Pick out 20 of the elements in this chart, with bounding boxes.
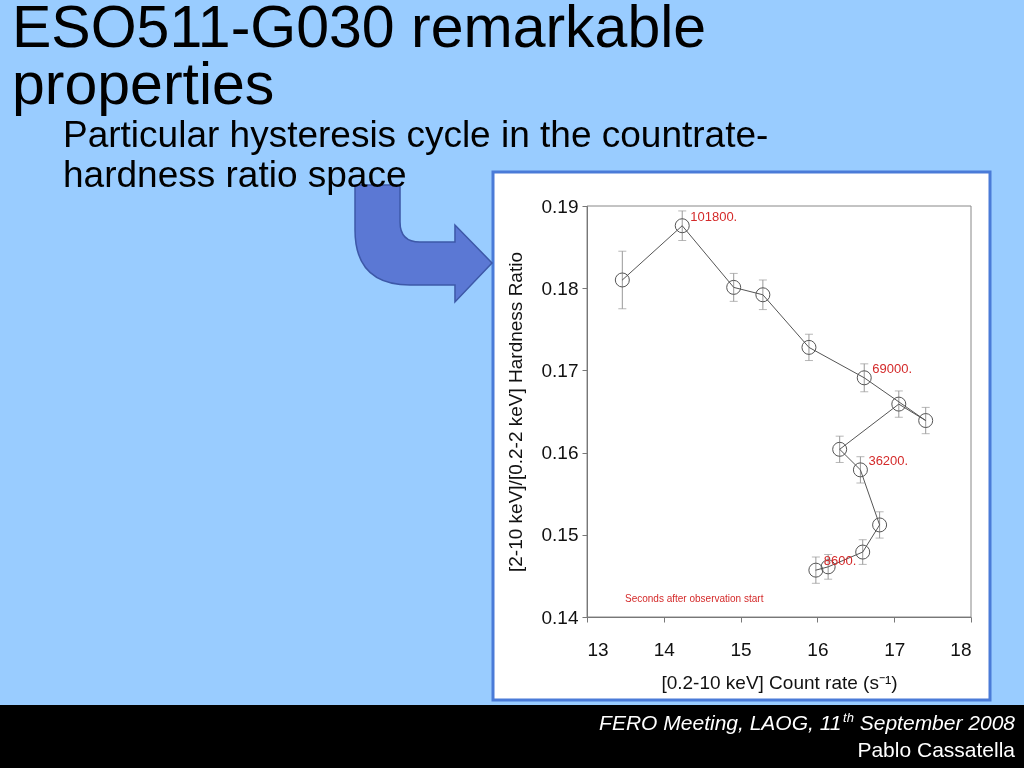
y-tick-label: 0.18 (541, 277, 579, 299)
x-tick-label: 13 (587, 638, 609, 660)
x-tick-label: 14 (653, 638, 676, 660)
text: Pablo Cassatella (857, 738, 1016, 761)
chart-title: ESO511-G030 remarkable properties (12, 0, 707, 117)
y-tick-label: 0.14 (541, 606, 579, 628)
annotation: Seconds after observation start (625, 593, 764, 604)
y-axis-title: [2-10 keV]/[0.2-2 keV] Hardness Ratio (504, 252, 526, 572)
y-tick-label: 0.16 (541, 442, 579, 464)
x-tick-label: 15 (730, 638, 752, 660)
x-axis-title: [0.2-10 keV] Count rate (s⁻¹) (661, 671, 898, 693)
y-tick-label: 0.19 (541, 195, 579, 217)
x-tick-label: 18 (950, 638, 972, 660)
annotation: 36200. (868, 452, 909, 468)
annotation: 101800. (690, 208, 738, 224)
annotation: 69000. (872, 360, 913, 376)
x-tick-label: 17 (884, 638, 906, 660)
x-tick-label: 16 (807, 638, 829, 660)
y-tick-label: 0.15 (541, 524, 579, 546)
y-tick-label: 0.17 (541, 359, 579, 381)
